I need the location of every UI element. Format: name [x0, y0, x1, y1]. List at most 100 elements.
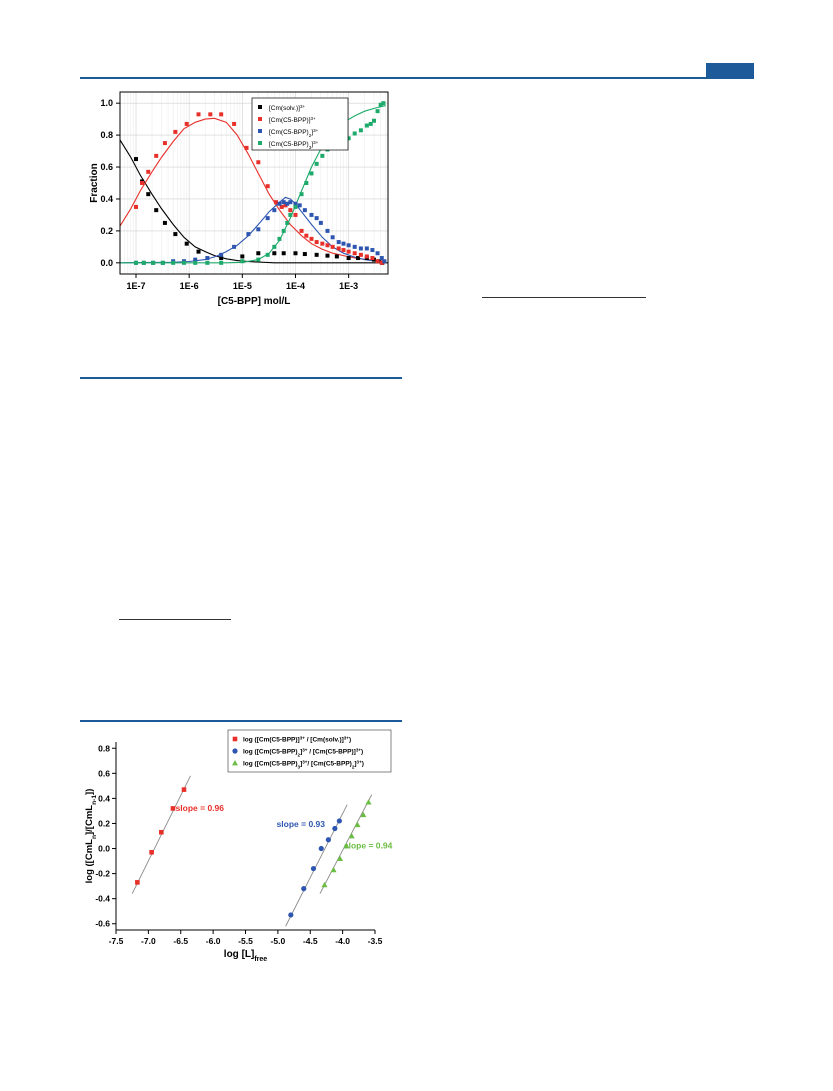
chart2-xtick-label: -6.5	[173, 936, 188, 946]
chart1-frame	[119, 91, 389, 275]
chart1-data-point	[154, 153, 159, 158]
chart2-fit-line	[319, 794, 373, 894]
chart1-data-point	[256, 160, 261, 165]
chart2-axes: -7.5 -7.0 -6.5 -6.0 -5.5 -5.0 -4.5 -4.0 -3.5 -0.6…	[84, 742, 383, 961]
chart2-xtick-label: -5.0	[271, 936, 286, 946]
chart2-data-point	[360, 811, 367, 818]
chart1-data-point	[336, 246, 341, 251]
chart1-data-point	[346, 256, 351, 261]
chart1-data-point	[140, 181, 145, 185]
chart1-legend-label-part: [Cm(C5-BPP)	[269, 129, 309, 136]
chart1-ytick-label: 0.4	[100, 194, 113, 204]
chart1-data-point	[318, 220, 323, 225]
chart1-ytick-label: 0.8	[100, 130, 113, 140]
chart2-xtick-label: -5.5	[238, 936, 253, 946]
chart1-data-point	[196, 249, 201, 254]
chart2-ylabel-part: n-1	[91, 795, 98, 805]
chart1-data-point	[288, 208, 293, 213]
chart2-slope-label: slope = 0.94	[344, 841, 393, 851]
chart1-data-point	[182, 260, 187, 265]
chart1-data-point	[293, 204, 298, 209]
chart1-data-point	[151, 260, 156, 265]
chart1-fit-curve	[120, 105, 386, 264]
journal-badge	[706, 63, 754, 77]
chart1-fit-curve	[119, 117, 386, 262]
chart2-legend-marker	[232, 736, 238, 742]
chart1-legend-marker	[258, 141, 262, 145]
chart1-data-point	[265, 184, 270, 189]
chart1-data-point	[219, 256, 224, 261]
chart2-ytick-label: 0.0	[98, 844, 110, 854]
chart1-data-point	[232, 121, 237, 126]
chart1-ytick-label: 0.0	[100, 258, 113, 268]
chart1-data-point	[240, 254, 245, 259]
chart2-legend-box	[227, 729, 392, 773]
chart2-data-points	[135, 787, 372, 918]
chart2-legend-label-part: ]	[300, 761, 302, 768]
chart1-data-point	[281, 251, 286, 256]
chart1-legend-label: [Cm(C5-BPP)3]3+	[269, 140, 319, 150]
chart2-legend: log ([Cm(C5-BPP)]3+ / [Cm(solv.)]3+)log …	[227, 729, 392, 773]
chart1-data-point	[146, 192, 151, 197]
chart1-data-point	[370, 256, 375, 261]
chart1-data-point	[285, 220, 290, 225]
chart1-data-point	[375, 259, 380, 264]
chart1-data-point	[320, 241, 325, 246]
chart1-data-point	[244, 145, 249, 150]
chart1-data-point	[240, 259, 245, 264]
chart1-xlabel: [C5-BPP] mol/L	[218, 296, 291, 307]
chart1-ytick-label: 1.0	[100, 98, 113, 108]
chart1-data-point	[358, 246, 363, 251]
chart1-data-point	[368, 121, 373, 126]
chart1-data-point	[346, 249, 351, 254]
chart2-data-point	[149, 849, 154, 855]
chart1-data-point	[232, 244, 237, 249]
chart1-data-point	[352, 251, 357, 256]
chart1-data-point	[293, 212, 298, 217]
chart2-data-point	[159, 829, 164, 835]
chart2-data-point	[301, 886, 307, 892]
chart1-legend-label-part: 3+	[313, 140, 319, 145]
chart1-legend-label-part: [Cm(C5-BPP)	[269, 141, 309, 148]
chart1-data-point	[256, 251, 261, 256]
chart1-data-point	[154, 208, 159, 213]
chart1-data-point	[281, 200, 286, 205]
chart1-data-point	[325, 243, 330, 248]
chart1-data-point	[173, 129, 178, 134]
chart2-legend-label-part: log ([Cm(C5-BPP)]	[243, 737, 300, 744]
chart2-xtick-label: -6.0	[206, 936, 221, 946]
chart2-legend-label-part: / [Cm(C5-BPP)	[307, 761, 351, 768]
chart1-legend-label-part: ]	[311, 129, 313, 136]
chart2-xlabel-part: free	[254, 956, 267, 962]
chart1-data-point	[346, 136, 351, 141]
chart1-legend-marker	[258, 117, 262, 121]
chart1-data-point	[382, 259, 387, 264]
chart2-data-point	[135, 880, 140, 885]
chart1-data-point	[352, 131, 357, 136]
chart1-data-point	[309, 212, 314, 217]
chart2-ylabel-part: ]/[CmL	[84, 805, 95, 835]
chart2-ylabel-part: ])	[84, 789, 95, 795]
chart2-ytick-label: -0.2	[95, 869, 110, 879]
chart2-xtick-label: -4.5	[303, 936, 318, 946]
chart2-fit-lines	[131, 775, 373, 927]
chart1-ytick-label: 0.6	[100, 162, 113, 172]
chart1-data-point	[162, 220, 167, 225]
chart2-data-point	[337, 855, 344, 861]
chart1-legend-marker	[258, 129, 262, 133]
chart1-data-point	[256, 227, 261, 232]
chart2-data-point	[288, 912, 294, 918]
chart1-data-point	[146, 169, 151, 174]
chart1-data-point	[285, 201, 290, 206]
chart1-fit-curve	[119, 139, 388, 264]
chart1-data-point	[134, 157, 139, 162]
chart2-legend-label-part: log ([Cm(C5-BPP)	[243, 749, 298, 756]
chart2-legend-label-part: 3+	[302, 759, 308, 764]
chart1-ylabel: Fraction	[89, 163, 100, 202]
chart2-ytick-label: -0.4	[95, 894, 110, 904]
chart2-legend-label-part: 3+	[300, 735, 306, 740]
chart2-data-point	[330, 866, 337, 873]
chart1-data-point	[304, 181, 309, 185]
chart1-xtick-label: 1E-6	[180, 281, 199, 291]
chart2-data-point	[325, 837, 331, 843]
